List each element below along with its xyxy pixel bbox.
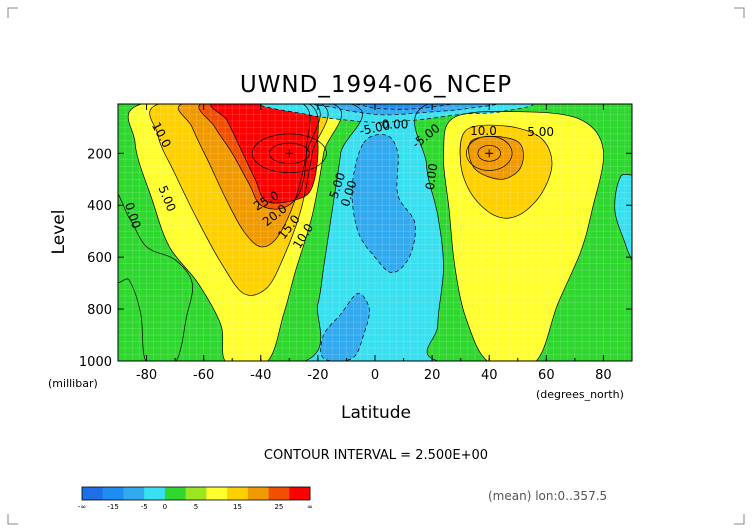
colorbar-swatch — [82, 487, 104, 500]
contour-line — [468, 136, 524, 180]
x-axis-unit: (degrees_north) — [536, 388, 624, 401]
y-tick-label: 800 — [87, 303, 112, 318]
x-tick-label: 0 — [371, 368, 379, 383]
x-tick-label: 60 — [538, 368, 555, 383]
colorbar-swatch — [144, 487, 166, 500]
x-tick-label: 80 — [595, 368, 612, 383]
contour-label: 0.00 — [382, 117, 409, 131]
chart-title: UWND_1994-06_NCEP — [240, 72, 512, 98]
y-tick-label: 1000 — [79, 355, 112, 370]
colorbar-label: ∞ — [307, 503, 313, 511]
contour-line — [198, 104, 311, 210]
mean-annotation: (mean) lon:0..357.5 — [488, 489, 607, 503]
contour-line — [127, 104, 342, 361]
colorbar-swatch — [206, 487, 228, 500]
x-tick-label: 40 — [481, 368, 498, 383]
colorbar-swatch — [123, 487, 145, 500]
fill-neg10-top — [354, 104, 452, 110]
contour-line — [149, 104, 329, 296]
grid-lines — [118, 104, 632, 361]
contour-line — [351, 134, 416, 274]
contour-line — [320, 293, 370, 361]
colorbar-swatch — [247, 487, 269, 500]
colorbar-label: 0 — [163, 503, 167, 511]
contour-lines — [118, 104, 632, 361]
colorbar-swatch — [164, 487, 186, 500]
x-tick-label: -20 — [307, 368, 328, 383]
fill-pos25-south — [210, 104, 319, 204]
contour-fills — [118, 104, 632, 361]
fill-neg5-column — [352, 134, 416, 273]
y-axis-label: Level — [49, 210, 69, 255]
colorbar-label: 15 — [233, 503, 242, 511]
contour-line — [251, 133, 327, 174]
colorbar-swatch — [185, 487, 207, 500]
contour-line — [459, 124, 553, 219]
contour-line — [443, 111, 604, 361]
colorbar-frame — [81, 486, 311, 501]
plot-area: 10.05.000.00 25.020.015.010.05.000.00-5.0… — [118, 104, 632, 361]
colorbar-swatch — [268, 487, 290, 500]
contour-line — [268, 142, 310, 164]
corner-marks — [7, 7, 745, 525]
contour-line — [352, 104, 453, 110]
contour-label: 0.00 — [423, 162, 441, 190]
y-tick-label: 400 — [87, 199, 112, 214]
contour-label: -5.00 — [358, 118, 391, 138]
contour-label: 10.0 — [470, 124, 497, 138]
colorbar: -∞ -15 -5 0 5 15 25 ∞ — [78, 486, 313, 511]
colorbar-label: -5 — [141, 503, 148, 511]
y-tick-label: 200 — [87, 147, 112, 162]
colorbar-swatch — [102, 487, 124, 500]
axis-ticks: -80 -60 -40 -20 0 20 40 60 80 200 400 600 800 1000 — [79, 104, 633, 383]
colorbar-label: -15 — [107, 503, 118, 511]
contour-label: 5.00 — [527, 125, 554, 139]
contour-line — [210, 104, 319, 204]
y-axis-unit: (millibar) — [48, 377, 98, 390]
colorbar-label: 25 — [274, 503, 283, 511]
colorbar-label: -∞ — [78, 503, 86, 511]
x-axis-label: Latitude — [341, 403, 411, 423]
x-tick-label: -80 — [136, 368, 157, 383]
contour-interval-label: CONTOUR INTERVAL = 2.500E+00 — [264, 448, 488, 463]
colorbar-swatch — [289, 487, 311, 500]
fill-neg5-bottom — [320, 293, 370, 361]
contour-line — [118, 104, 363, 361]
x-tick-label: 20 — [424, 368, 441, 383]
contour-line — [414, 104, 632, 361]
contour-line — [477, 144, 501, 162]
contour-line — [178, 104, 321, 248]
x-tick-label: -60 — [193, 368, 214, 383]
colorbar-label: 5 — [194, 503, 198, 511]
contour-line — [466, 135, 513, 171]
colorbar-swatch — [227, 487, 249, 500]
x-tick-label: -40 — [250, 368, 271, 383]
y-tick-label: 600 — [87, 251, 112, 266]
